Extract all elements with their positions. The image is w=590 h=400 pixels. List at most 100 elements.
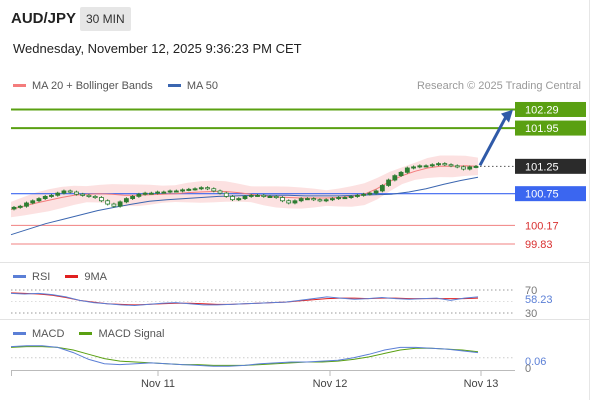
candle-body bbox=[311, 198, 317, 201]
candle-body bbox=[361, 193, 367, 196]
candle-body bbox=[348, 195, 354, 198]
candle-body bbox=[80, 193, 86, 196]
candle-body bbox=[386, 179, 391, 186]
candle-body bbox=[205, 187, 210, 190]
candle-body bbox=[61, 190, 67, 194]
legend-ma20: MA 20 + Bollinger Bands bbox=[13, 80, 153, 92]
candle-body bbox=[230, 195, 235, 201]
candle-body bbox=[398, 171, 404, 177]
candle-body bbox=[392, 175, 398, 181]
candle-body bbox=[305, 198, 310, 201]
candle-body bbox=[280, 197, 285, 202]
candle-body bbox=[436, 163, 441, 166]
candle-body bbox=[136, 193, 142, 197]
last-price-label: 101.25 bbox=[525, 161, 559, 173]
bollinger-band bbox=[11, 155, 478, 218]
candle-body bbox=[92, 195, 98, 198]
candle-body bbox=[286, 200, 292, 204]
candle-body bbox=[267, 195, 273, 198]
rsi-value-label: 58.23 bbox=[525, 294, 553, 306]
candle-body bbox=[142, 192, 148, 195]
candle-body bbox=[248, 194, 254, 197]
candle-body bbox=[336, 197, 342, 200]
price-legend: MA 20 + Bollinger Bands MA 50 bbox=[13, 80, 230, 92]
candle-body bbox=[217, 190, 223, 194]
time-label-1: Nov 12 bbox=[313, 378, 348, 390]
candle-body bbox=[323, 199, 329, 202]
candle-body bbox=[198, 187, 204, 190]
candle-body bbox=[74, 191, 79, 195]
support-label-5: 99.83 bbox=[525, 239, 553, 251]
candle-body bbox=[30, 200, 36, 204]
rsi-tick-70: 70 bbox=[525, 285, 537, 297]
candle-body bbox=[186, 188, 192, 191]
candle-body bbox=[123, 198, 129, 203]
datetime-label: Wednesday, November 12, 2025 9:36:23 PM … bbox=[13, 41, 302, 56]
candle-body bbox=[317, 199, 323, 202]
candle-body bbox=[298, 198, 304, 202]
candle-body bbox=[148, 192, 154, 195]
candle-body bbox=[354, 194, 360, 197]
candle-body bbox=[42, 195, 48, 199]
candle-body bbox=[429, 164, 435, 167]
candle-body bbox=[367, 192, 373, 195]
candle-body bbox=[417, 165, 423, 168]
candle-body bbox=[155, 191, 160, 194]
candle-body bbox=[99, 197, 104, 202]
last-price-tag bbox=[515, 158, 586, 174]
candle-body bbox=[236, 198, 242, 201]
forecast-arrow-head bbox=[501, 109, 513, 123]
candle-body bbox=[255, 194, 260, 197]
candle-body bbox=[223, 192, 229, 197]
candle-body bbox=[173, 190, 179, 193]
candle-body bbox=[167, 190, 173, 193]
candle-body bbox=[423, 165, 429, 168]
time-label-0: Nov 11 bbox=[141, 378, 175, 390]
macd-line bbox=[10, 345, 479, 367]
support-label-4: 100.17 bbox=[525, 220, 559, 232]
candle-body bbox=[86, 194, 92, 197]
candle-body bbox=[411, 166, 416, 169]
macd-tick-0: 0 bbox=[525, 363, 531, 375]
legend-macd-signal: MACD Signal bbox=[79, 328, 164, 340]
candle-body bbox=[404, 167, 410, 173]
candle-body bbox=[242, 195, 248, 199]
legend-rsi-ma: 9MA bbox=[65, 271, 107, 283]
legend-macd: MACD bbox=[13, 328, 64, 340]
time-label-2: Nov 13 bbox=[464, 378, 499, 390]
candle-body bbox=[448, 164, 454, 167]
candle-body bbox=[461, 166, 466, 170]
candle-body bbox=[330, 198, 335, 201]
candle-body bbox=[36, 198, 42, 202]
candle-body bbox=[105, 200, 111, 205]
candle-body bbox=[211, 188, 217, 192]
candle-body bbox=[373, 190, 379, 194]
candle-body bbox=[55, 192, 61, 196]
candle-body bbox=[17, 205, 23, 208]
candle-body bbox=[111, 203, 117, 207]
macd-value-label: 0.06 bbox=[525, 356, 546, 368]
candle-body bbox=[161, 191, 167, 194]
candle-body bbox=[67, 190, 73, 193]
candle-body bbox=[442, 163, 448, 166]
candle-body bbox=[379, 185, 385, 192]
resistance-line-1-label: 101.95 bbox=[525, 123, 559, 135]
candle-body bbox=[49, 194, 54, 197]
candle-body bbox=[11, 206, 17, 210]
resistance-line-1-tag bbox=[515, 120, 586, 136]
macd-legend: MACD MACD Signal bbox=[13, 328, 176, 340]
resistance-line-0-label: 102.29 bbox=[525, 104, 559, 116]
candle-body bbox=[192, 188, 198, 191]
candle-body bbox=[130, 195, 136, 199]
chart-header: AUD/JPY 30 MIN Wednesday, November 12, 2… bbox=[0, 0, 590, 70]
candle-body bbox=[342, 197, 348, 200]
candle-body bbox=[473, 165, 479, 168]
legend-ma50: MA 50 bbox=[167, 80, 218, 92]
candle-body bbox=[24, 202, 29, 207]
candle-body bbox=[117, 201, 123, 207]
resistance-line-0-tag bbox=[515, 101, 586, 117]
timeframe-badge[interactable]: 30 MIN bbox=[80, 7, 131, 31]
candle-body bbox=[454, 165, 460, 168]
legend-rsi: RSI bbox=[13, 271, 50, 283]
